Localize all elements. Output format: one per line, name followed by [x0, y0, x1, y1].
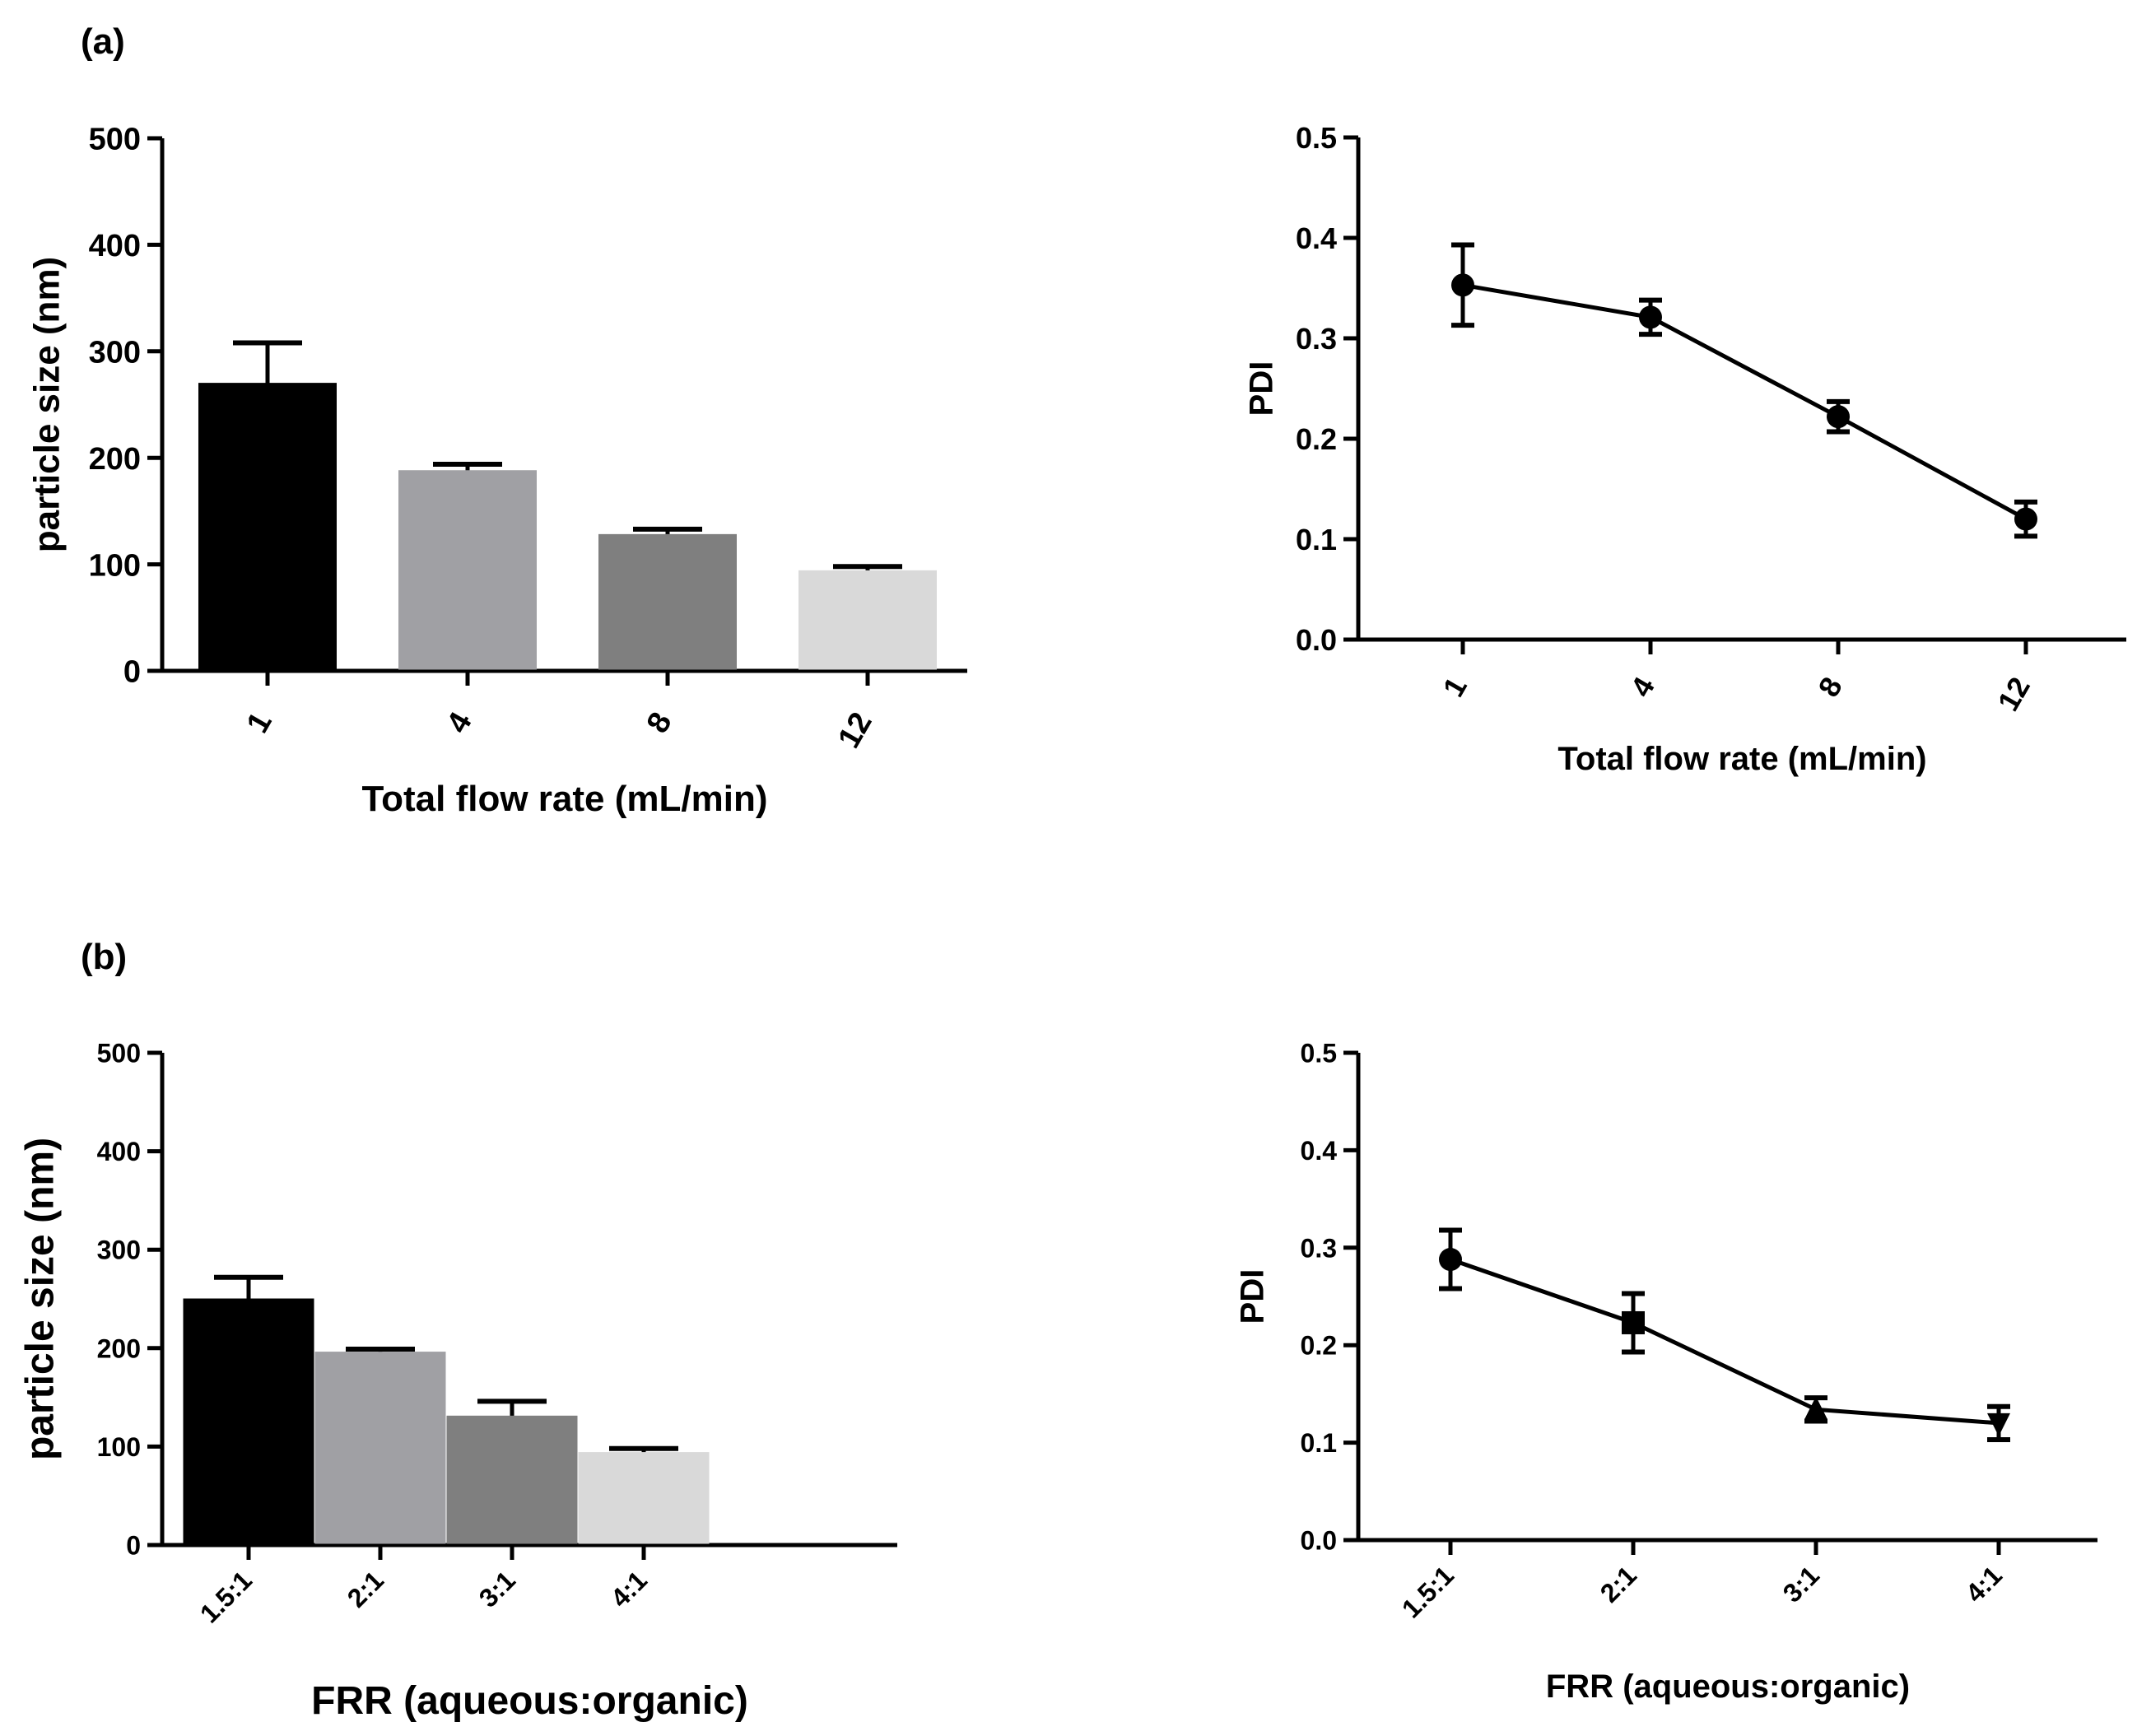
- point-12: [2014, 507, 2037, 531]
- y-tick-label: 200: [97, 1333, 141, 1363]
- chart-a-bar: 0 100 200 300 400 500 particle size (nm) Total …: [27, 123, 967, 819]
- bar-1.5:1: [183, 1298, 314, 1544]
- point-8: [1827, 405, 1850, 429]
- bar-3:1: [446, 1415, 578, 1544]
- bar-8: [598, 533, 737, 670]
- chart-b-bar: 0 100 200 300 400 500 particle size (nm) FRR (a…: [19, 1039, 897, 1723]
- y-tick-label: 0.3: [1296, 322, 1337, 356]
- y-axis-label: PDI: [1244, 361, 1280, 417]
- y-tick-label: 0.2: [1301, 1331, 1337, 1361]
- y-tick-label: 300: [97, 1236, 141, 1265]
- x-tick-label: 3:1: [473, 1565, 521, 1613]
- x-tick-label: 1: [240, 707, 279, 739]
- y-tick-label: 0: [123, 655, 141, 690]
- y-axis-label: particle size (nm): [19, 1138, 63, 1460]
- point-3:1: [1804, 1396, 1827, 1420]
- x-tick-label: 4: [1623, 672, 1661, 703]
- point-2:1: [1622, 1310, 1645, 1334]
- y-tick-label: 100: [97, 1432, 141, 1462]
- x-tick-label: 8: [640, 707, 679, 739]
- x-axis-label: FRR (aqueous:organic): [311, 1679, 748, 1723]
- chart-a-line: 0.0 0.1 0.2 0.3 0.4 0.5 PDI Total flow rate (mL…: [1244, 121, 2126, 777]
- y-tick-label: 500: [97, 1039, 141, 1068]
- bar-12: [798, 570, 937, 670]
- bar-2:1: [314, 1352, 446, 1544]
- x-tick-label: 1: [1436, 672, 1474, 703]
- series-line: [1450, 1257, 2000, 1426]
- x-tick-label: 1.5:1: [1396, 1560, 1460, 1623]
- y-tick-label: 0.0: [1301, 1526, 1337, 1556]
- y-tick-label: 0.1: [1296, 523, 1337, 556]
- y-tick-label: 200: [89, 442, 141, 477]
- y-tick-label: 400: [97, 1137, 141, 1166]
- x-axis-label: FRR (aqueous:organic): [1546, 1669, 1910, 1705]
- y-tick-label: 0.4: [1296, 221, 1337, 255]
- bar-1: [198, 383, 337, 670]
- y-tick-label: 0: [126, 1531, 141, 1561]
- x-tick-label: 12: [831, 707, 879, 755]
- y-tick-label: 300: [89, 335, 141, 370]
- y-tick-label: 0.0: [1296, 623, 1337, 657]
- y-tick-label: 0.3: [1301, 1233, 1337, 1263]
- x-tick-label: 3:1: [1777, 1560, 1825, 1608]
- x-axis-label: Total flow rate (mL/min): [362, 779, 768, 819]
- x-tick-label: 1.5:1: [194, 1565, 258, 1628]
- x-tick-label: 4:1: [605, 1565, 653, 1613]
- y-tick-label: 0.5: [1296, 121, 1337, 155]
- bar-4:1: [578, 1452, 710, 1544]
- y-tick-label: 0.5: [1301, 1039, 1337, 1068]
- x-axis-label: Total flow rate (mL/min): [1557, 741, 1926, 777]
- y-tick-label: 0.2: [1296, 422, 1337, 456]
- y-tick-label: 0.1: [1301, 1428, 1337, 1458]
- point-4:1: [1987, 1413, 2010, 1436]
- x-tick-label: 2:1: [342, 1565, 389, 1613]
- point-1: [1451, 273, 1474, 297]
- y-tick-label: 0.4: [1301, 1136, 1338, 1166]
- y-axis-label: particle size (nm): [27, 257, 68, 552]
- chart-b-line: 0.0 0.1 0.2 0.3 0.4 0.5 PDI FRR (aqueous:organi…: [1235, 1039, 2097, 1705]
- x-tick-label: 4: [440, 707, 479, 739]
- x-tick-label: 12: [1990, 672, 2037, 717]
- panel-label-b: (b): [81, 937, 128, 977]
- y-tick-label: 400: [89, 229, 141, 263]
- y-tick-label: 500: [89, 123, 141, 157]
- point-4: [1639, 305, 1662, 329]
- y-axis-label: PDI: [1235, 1269, 1271, 1324]
- x-tick-label: 8: [1811, 672, 1849, 703]
- series-line: [1462, 282, 2028, 521]
- panel-label-a: (a): [81, 21, 125, 62]
- x-tick-label: 4:1: [1960, 1560, 2008, 1608]
- bar-4: [398, 470, 537, 670]
- y-tick-label: 100: [89, 548, 141, 583]
- x-tick-label: 2:1: [1595, 1560, 1642, 1608]
- point-1.5:1: [1439, 1248, 1462, 1272]
